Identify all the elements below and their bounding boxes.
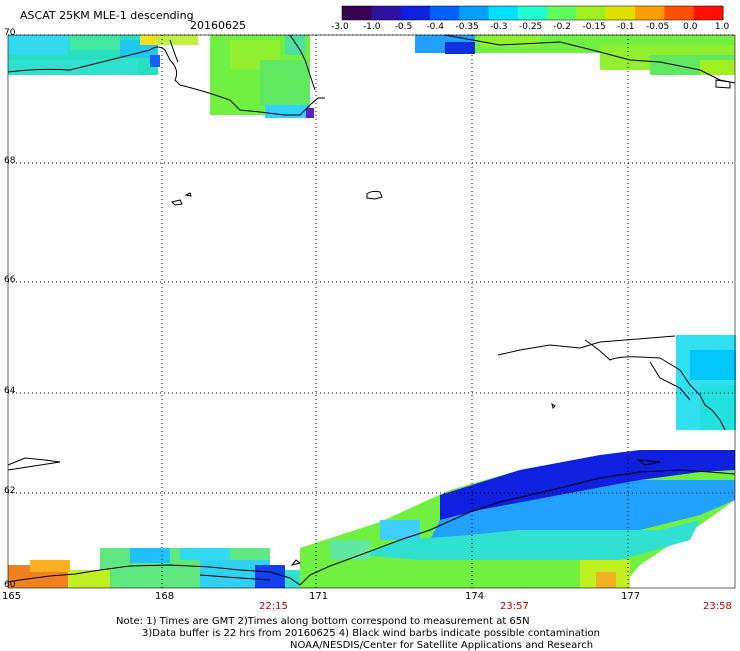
colorbar-segment (488, 6, 519, 20)
lat-label-70: 70 (4, 28, 16, 38)
time-label-1: 22:15 (259, 601, 288, 612)
lon-label-174: 174 (465, 591, 485, 602)
time-label-3: 23:58 (703, 601, 732, 612)
coastlines (7, 34, 736, 586)
colorbar-segment (517, 6, 548, 20)
swath-right-mid (676, 335, 736, 430)
swath-top-left (8, 35, 314, 118)
colorbar-segment (547, 6, 577, 20)
colorbar-segment (371, 6, 402, 20)
colorbar-segment (429, 6, 460, 20)
lat-label-66: 66 (4, 275, 16, 285)
data-swaths (8, 35, 736, 588)
lon-label-165: 165 (2, 591, 22, 602)
lat-label-68: 68 (4, 156, 16, 166)
swath-top-right (415, 35, 735, 75)
colorbar-segment (459, 6, 490, 20)
colorbar-segment (342, 6, 372, 20)
colorbar-segment (576, 6, 607, 20)
colorbar-tick-label: -0.5 (394, 22, 413, 32)
time-label-2: 23:57 (500, 601, 529, 612)
lon-label-168: 168 (155, 591, 175, 602)
colorbar-segment (635, 6, 665, 20)
grid (8, 34, 735, 588)
colorbar (341, 5, 724, 21)
colorbar-tick-label: -0.1 (616, 22, 635, 32)
colorbar-tick-label: -3.0 (331, 22, 349, 32)
colorbar-tick-label: 1.0 (714, 22, 730, 32)
note-line-1: Note: 1) Times are GMT 2)Times along bot… (116, 616, 530, 627)
lat-label-60: 60 (4, 580, 16, 590)
colorbar-border (341, 5, 724, 21)
colorbar-tick-label: -0.05 (646, 22, 670, 32)
colorbar-segment (400, 6, 431, 20)
colorbar-tick-label: -0.15 (582, 22, 606, 32)
colorbar-tick-label: -0.35 (455, 22, 479, 32)
lon-label-177: 177 (621, 591, 641, 602)
note-line-2: 3)Data buffer is 22 hrs from 20160625 4)… (142, 628, 600, 639)
colorbar-tick-label: -0.3 (489, 22, 508, 32)
colorbar-tick-label: -0.4 (426, 22, 444, 32)
colorbar-tick-label: -0.2 (553, 22, 571, 32)
swath-bottom (8, 450, 735, 588)
colorbar-tick-label: 0.0 (683, 22, 698, 32)
lat-label-64: 64 (4, 386, 16, 396)
note-line-3: NOAA/NESDIS/Center for Satellite Applica… (290, 640, 594, 651)
colorbar-segment (664, 6, 695, 20)
lat-label-62: 62 (4, 486, 16, 496)
map-date: 20160625 (190, 19, 246, 32)
map-frame (7, 34, 736, 589)
colorbar-tick-label: -1.0 (362, 22, 381, 32)
colorbar-tick-label: -0.25 (519, 22, 543, 32)
colorbar-segment (605, 6, 636, 20)
map-title: ASCAT 25KM MLE-1 descending (20, 9, 194, 22)
lon-label-171: 171 (309, 591, 329, 602)
colorbar-segment (693, 6, 724, 20)
